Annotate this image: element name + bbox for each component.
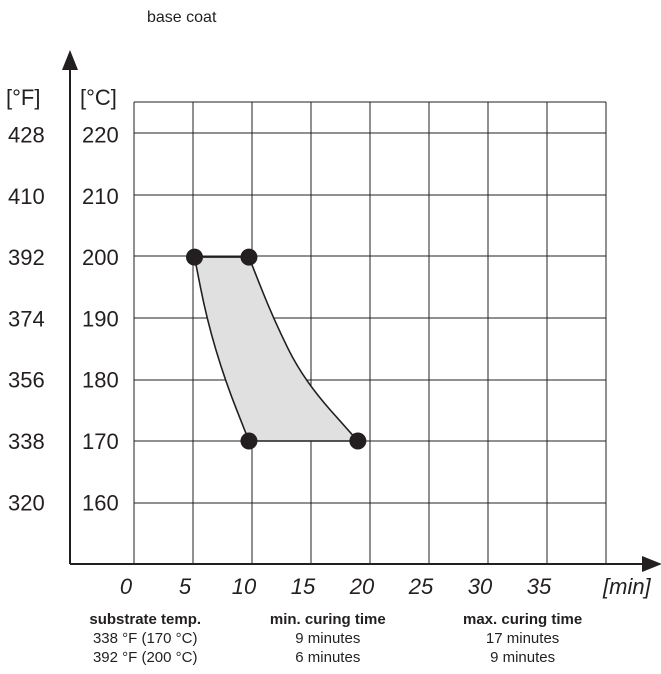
y-tick-label-fahrenheit: 392 (8, 245, 45, 270)
header-substrate-temp: substrate temp. (89, 611, 202, 628)
x-axis-unit: [min] (602, 574, 652, 599)
y-tick-label-celsius: 200 (82, 245, 119, 270)
table-row: 338 °F (170 °C) 9 minutes 17 minutes (60, 629, 620, 648)
table-row: 392 °F (200 °C) 6 minutes 9 minutes (60, 648, 620, 667)
y-tick-label-celsius: 170 (82, 429, 119, 454)
y-axis-unit-celsius: [°C] (80, 85, 117, 110)
y-tick-label-fahrenheit: 356 (8, 368, 45, 393)
curing-table: substrate temp. min. curing time max. cu… (60, 610, 620, 667)
x-tick-label: 30 (468, 574, 493, 599)
y-tick-label-celsius: 190 (82, 306, 119, 331)
y-tick-label-fahrenheit: 374 (8, 306, 45, 331)
table-cell: 9 minutes (295, 630, 361, 647)
table-cell: 392 °F (200 °C) (92, 649, 198, 666)
chart-title: base coat (147, 9, 217, 26)
y-axis-unit-fahrenheit: [°F] (6, 85, 40, 110)
x-tick-labels: 0 5 10 15 20 25 30 35 (120, 574, 552, 599)
data-point (240, 432, 258, 450)
y-tick-label-fahrenheit: 428 (8, 123, 45, 148)
x-tick-label: 0 (120, 574, 133, 599)
table-header-row: substrate temp. min. curing time max. cu… (60, 610, 620, 629)
x-tick-label: 10 (232, 574, 257, 599)
header-min-curing-time: min. curing time (269, 611, 386, 628)
x-tick-label: 15 (291, 574, 316, 599)
x-tick-label: 25 (408, 574, 434, 599)
y-tick-label-celsius: 160 (82, 490, 119, 515)
table-cell: 9 minutes (490, 649, 556, 666)
y-tick-label-celsius: 180 (82, 368, 119, 393)
y-tick-labels-fahrenheit: 320 338 356 374 392 410 428 (8, 123, 45, 516)
data-point (186, 248, 203, 266)
curing-area (193, 256, 360, 442)
table-cell: 6 minutes (295, 649, 361, 666)
y-tick-label-fahrenheit: 410 (8, 184, 45, 209)
data-point (240, 248, 258, 266)
y-tick-label-celsius: 210 (82, 184, 119, 209)
y-tick-label-fahrenheit: 338 (8, 429, 45, 454)
data-point (349, 432, 367, 450)
y-tick-label-fahrenheit: 320 (8, 490, 45, 515)
x-tick-label: 20 (349, 574, 375, 599)
curing-window (193, 256, 360, 442)
x-tick-label: 35 (527, 574, 552, 599)
y-tick-labels-celsius: 160 170 180 190 200 210 220 (82, 123, 119, 516)
grid (133, 101, 607, 565)
y-tick-label-celsius: 220 (82, 123, 119, 148)
axes (62, 50, 661, 572)
table-cell: 338 °F (170 °C) (92, 630, 198, 647)
table-cell: 17 minutes (485, 630, 560, 647)
x-tick-label: 5 (179, 574, 192, 599)
header-max-curing-time: max. curing time (463, 611, 583, 628)
data-points (186, 248, 367, 450)
